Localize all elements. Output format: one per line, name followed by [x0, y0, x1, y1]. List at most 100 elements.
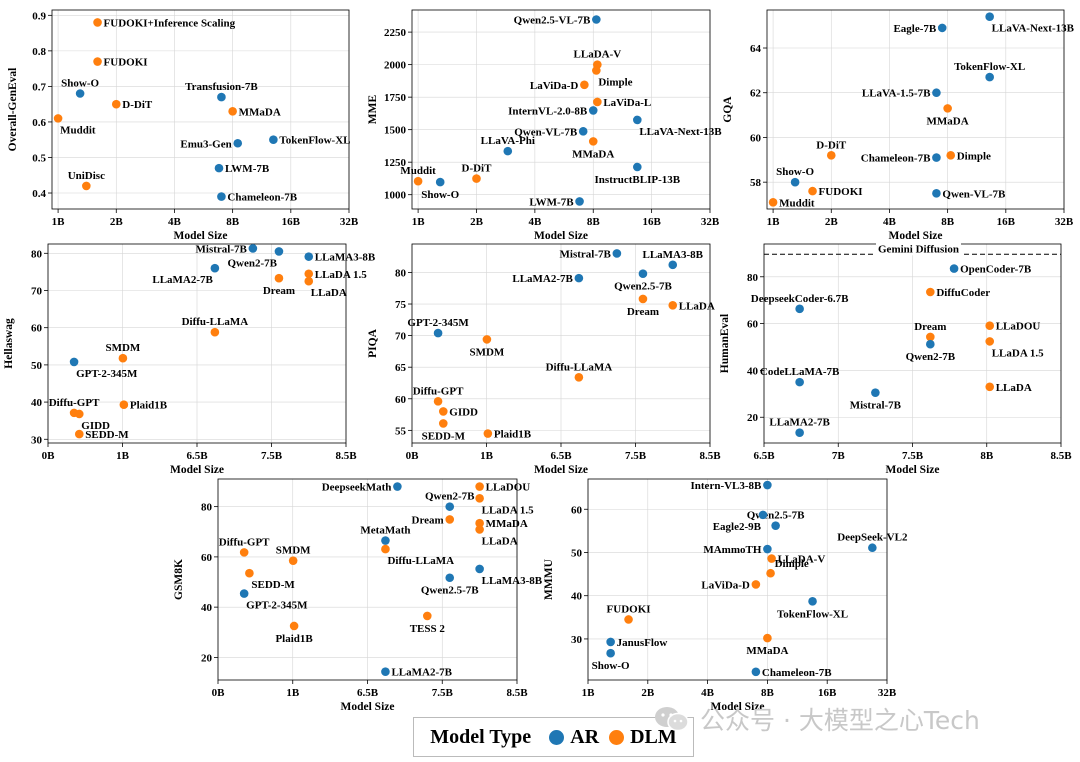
point-llama3-8b: [304, 252, 314, 261]
x-tick-label: 7.5B: [432, 687, 454, 699]
point-label-tokenflow-xl: TokenFlow-XL: [954, 61, 1025, 73]
point-label-d-dit: D-DiT: [122, 99, 153, 111]
point-label-llama3-8b: LLaMA3-8B: [482, 575, 543, 587]
point-smdm: [482, 335, 492, 344]
point-label-mistral-7b: Mistral-7B: [196, 243, 248, 255]
point-unidisc: [82, 181, 91, 191]
y-tick-label: 70: [31, 285, 43, 297]
point-diffu-gpt: [433, 397, 443, 406]
point-label-llada: LLaDA: [679, 300, 715, 312]
y-tick-label: 40: [747, 365, 759, 377]
chart-panel-piqa: 0B 1B 6.5B 7.5B 8.5B 55 60 65 70 75 80 Model Size PI…: [367, 243, 721, 476]
point-label-lladou: LLaDOU: [486, 482, 531, 494]
point-label-sedd-m: SEDD-M: [85, 429, 129, 441]
point-smdm: [118, 353, 128, 363]
x-tick-label: 32B: [701, 216, 720, 228]
y-tick-label: 80: [31, 248, 43, 260]
y-tick-label: 50: [571, 547, 583, 559]
x-tick-label: 4B: [701, 687, 715, 699]
point-smdm: [288, 556, 298, 565]
point-label-llada-1-5: LLaDA 1.5: [315, 269, 367, 281]
point-chameleon-7b: [932, 153, 941, 162]
point-fudoki-inference-scaling: [93, 18, 102, 27]
point-label-d-dit: D-DiT: [816, 139, 847, 151]
plot-frame: [47, 243, 347, 444]
point-label-llama2-7b: LLaMA2-7B: [769, 417, 830, 429]
point-transfusion-7b: [217, 92, 226, 102]
y-axis-label: Hellaswag: [3, 318, 15, 369]
point-label-deepseek-vl2: DeepSeek-VL2: [837, 532, 908, 544]
point-mmada: [228, 106, 237, 116]
point-qwen-vl-7b: [932, 189, 941, 198]
point-label-chameleon-7b: Chameleon-7B: [861, 153, 931, 165]
x-tick-label: 7.5B: [902, 450, 924, 462]
plot-frame: [766, 9, 1065, 210]
y-tick-label: 50: [31, 360, 43, 372]
x-tick-label: 1B: [480, 450, 494, 462]
point-codellama-7b: [795, 377, 804, 387]
point-label-plaid1b: Plaid1B: [494, 429, 532, 441]
point-llama2-7b: [795, 428, 804, 437]
point-label-chameleon-7b: Chameleon-7B: [227, 192, 297, 204]
point-muddit: [413, 176, 423, 186]
point-label-llava-next-13b: LLaVA-Next-13B: [992, 23, 1075, 35]
x-tick-label: 1B: [582, 687, 596, 699]
x-axis-label: Model Size: [341, 701, 395, 713]
point-tokenflow-xl: [985, 72, 994, 82]
point-dimple: [946, 151, 956, 160]
point-llada: [304, 276, 314, 286]
point-gpt-2-345m: [433, 328, 443, 338]
y-tick-label: 2250: [384, 27, 407, 39]
y-axis-label: MME: [367, 94, 379, 124]
point-qwen2-7b: [274, 247, 284, 256]
y-tick-label: 40: [201, 602, 213, 614]
point-mistral-7b: [871, 388, 880, 397]
y-tick-label: 1250: [384, 157, 407, 169]
wechat-icon: [655, 707, 689, 732]
point-label-deepseekmath: DeepseekMath: [322, 482, 392, 494]
point-label-tess-2: TESS 2: [410, 623, 446, 635]
point-label-llava-1-5-7b: LLaVA-1.5-7B: [862, 88, 931, 100]
point-plaid1b: [483, 429, 493, 438]
y-tick-label: 60: [750, 132, 762, 144]
point-dream: [638, 294, 648, 304]
point-label-llada-1-5: LLaDA 1.5: [482, 504, 534, 516]
y-tick-label: 2000: [384, 60, 407, 72]
x-tick-label: 32B: [878, 687, 897, 699]
y-tick-label: 40: [31, 397, 43, 409]
x-axis-label: Model Size: [534, 464, 588, 476]
y-axis-label: HumanEval: [719, 314, 731, 373]
point-label-muddit: Muddit: [400, 165, 436, 177]
point-label-sedd-m: SEDD-M: [251, 579, 295, 591]
point-label-smdm: SMDM: [105, 342, 140, 354]
y-tick-label: 0.5: [32, 152, 46, 164]
point-tokenflow-xl: [808, 597, 817, 606]
point-label-plaid1b: Plaid1B: [275, 633, 313, 645]
point-sedd-m: [245, 568, 254, 578]
point-intern-vl3-8b: [763, 480, 772, 490]
point-label-llama2-7b: LLaMA2-7B: [512, 273, 573, 285]
x-tick-label: 0B: [42, 450, 56, 462]
point-llada: [668, 300, 678, 310]
point-label-tokenflow-xl: TokenFlow-XL: [279, 135, 350, 147]
legend: Model Type AR DLM: [413, 717, 694, 757]
point-mmada: [943, 104, 952, 113]
point-sedd-m: [74, 429, 84, 439]
reference-line-label-bg: [876, 243, 961, 256]
point-janusflow: [606, 637, 615, 647]
x-tick-label: 7B: [832, 450, 846, 462]
point-fudoki: [624, 615, 633, 624]
x-tick-label: 0B: [212, 687, 226, 699]
point-label-diffu-gpt: Diffu-GPT: [49, 397, 100, 409]
point-label-dream: Dream: [627, 306, 659, 318]
point-label-smdm: SMDM: [276, 545, 311, 557]
point-emu3-gen: [233, 138, 243, 148]
point-label-diffucoder: DiffuCoder: [936, 287, 990, 299]
chart-panel-gqa: 1B 2B 4B 8B 16B 32B 58 60 62 64 Model Size GQA LLaVA…: [722, 9, 1075, 242]
point-llada: [475, 525, 484, 534]
point-mmada: [588, 137, 598, 146]
x-tick-label: 8.5B: [1050, 450, 1072, 462]
point-llama2-7b: [574, 273, 584, 283]
y-tick-label: 80: [201, 502, 213, 514]
